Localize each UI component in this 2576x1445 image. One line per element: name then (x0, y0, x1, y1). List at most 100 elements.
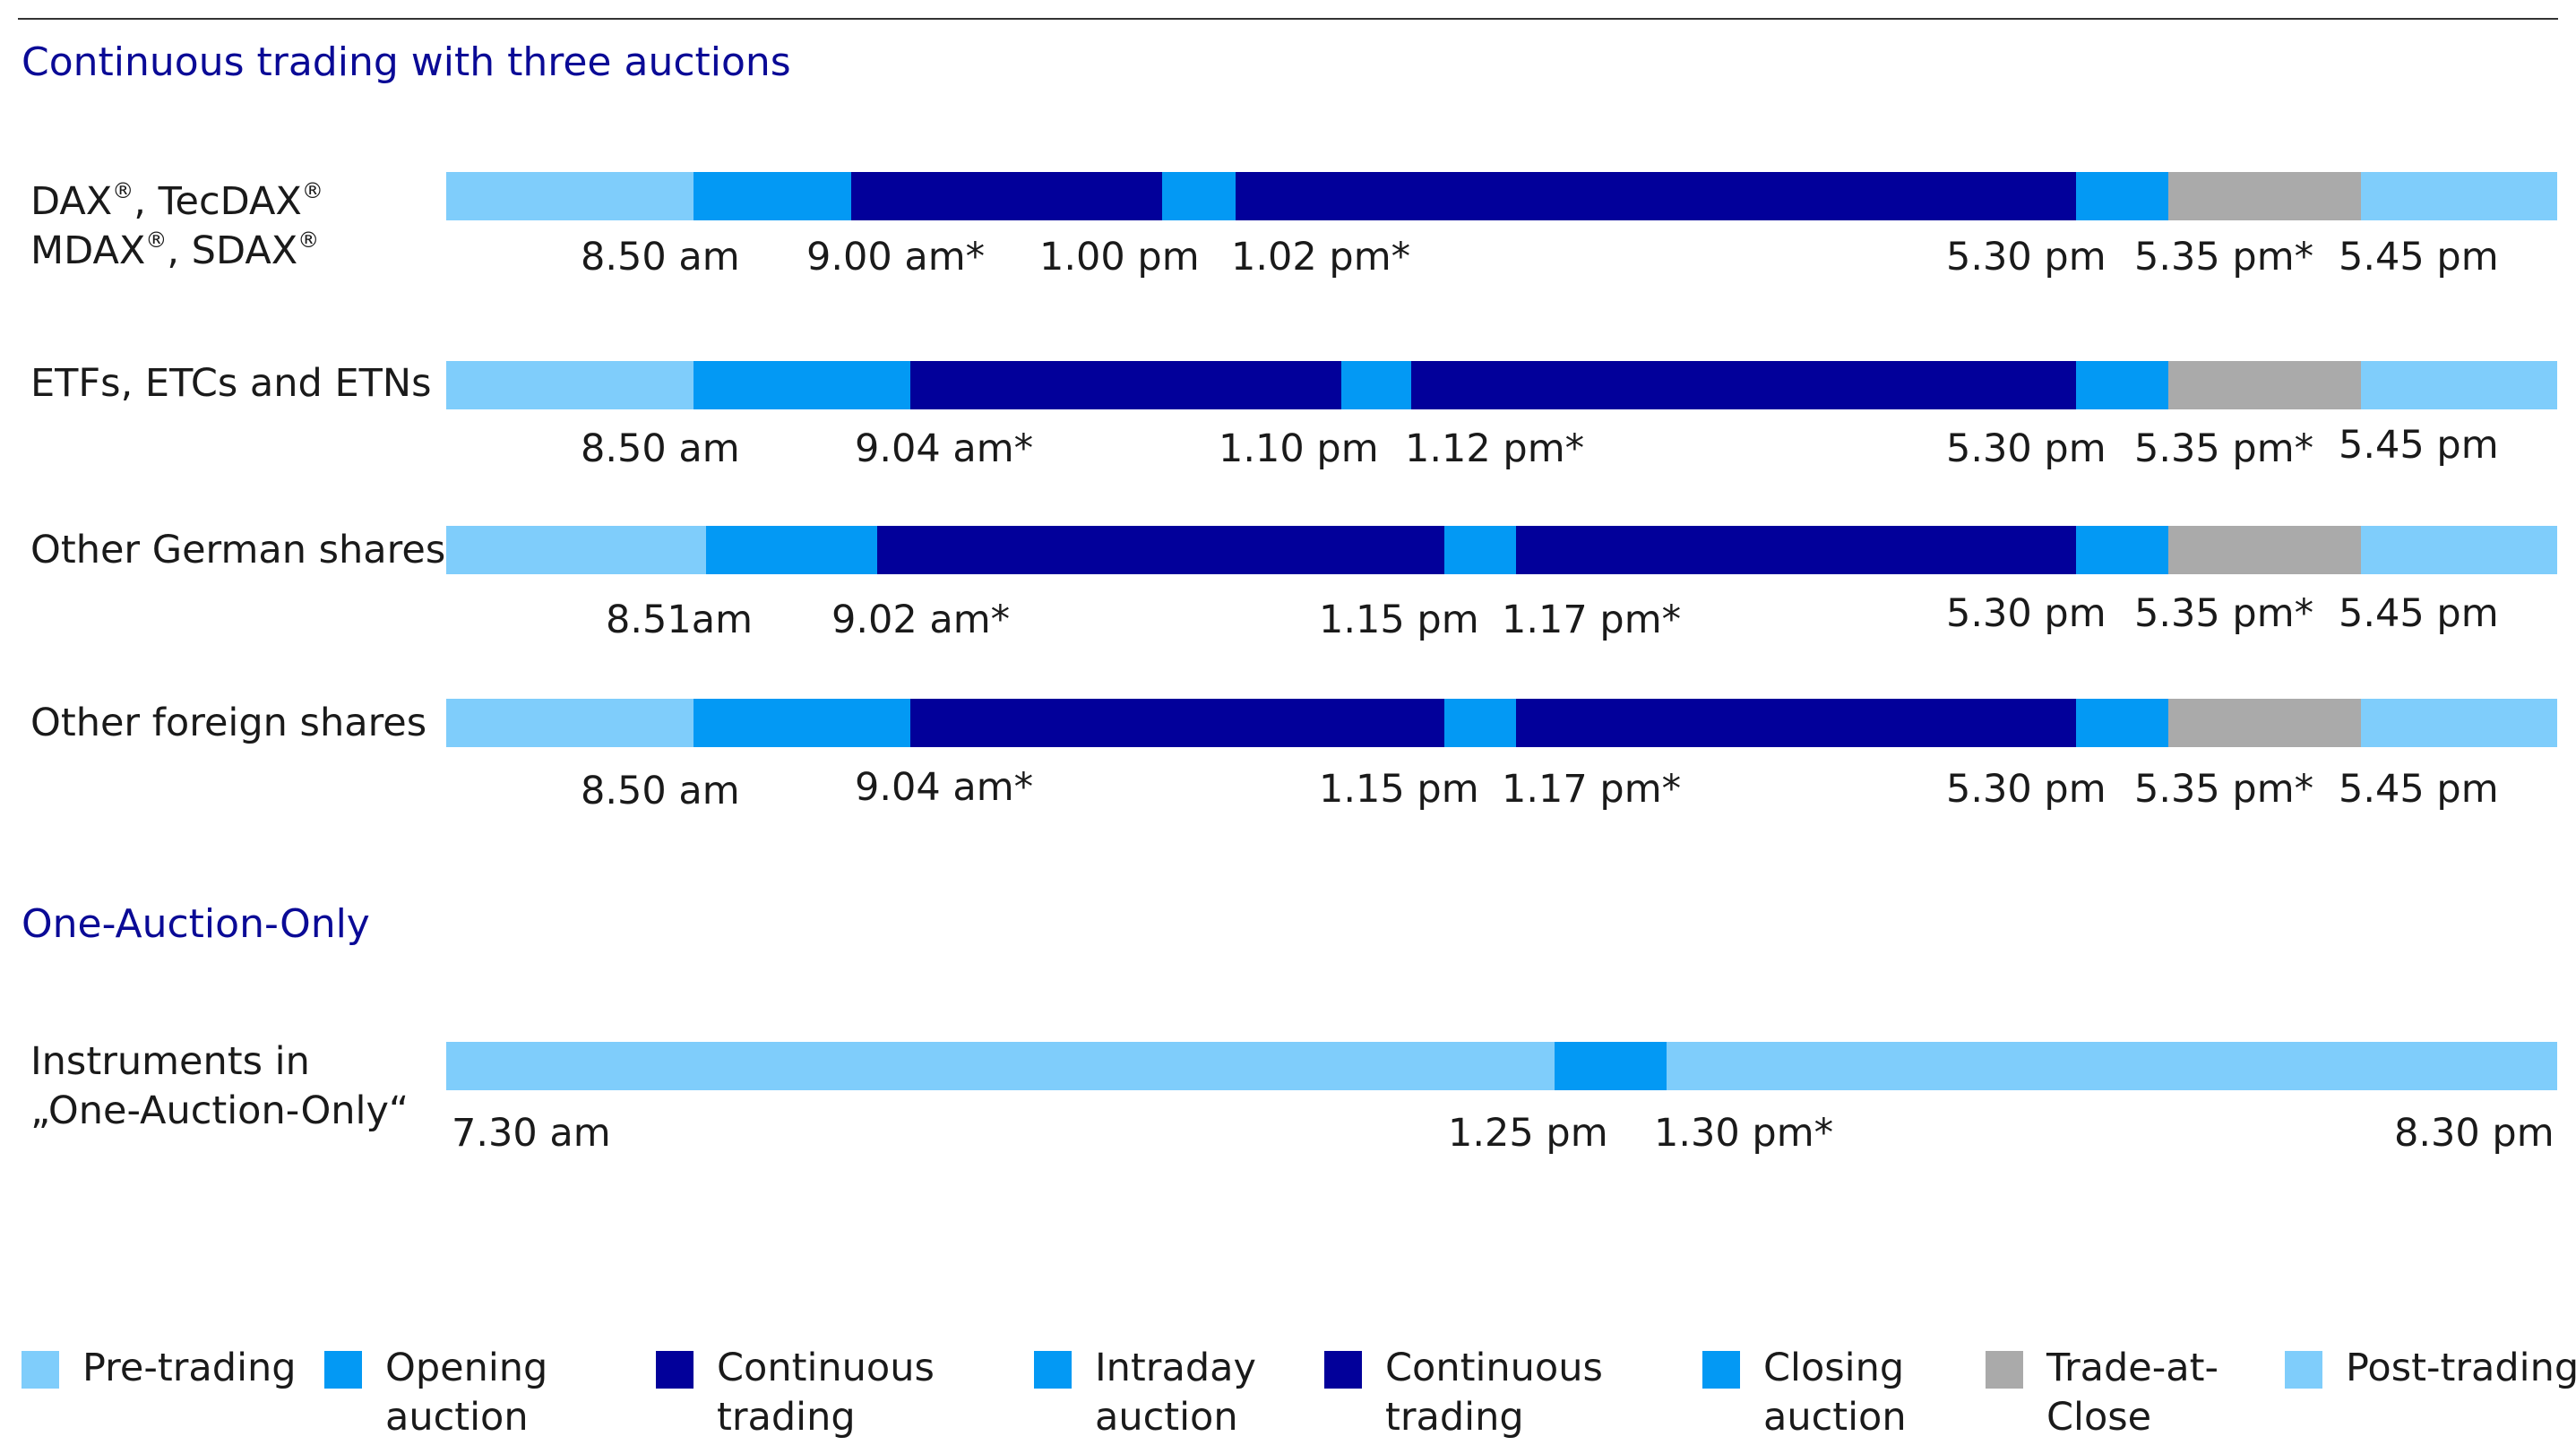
time-label: 9.00 am* (806, 235, 986, 280)
time-label: 8.51am (606, 598, 753, 642)
segment-post-trading (2360, 361, 2557, 409)
time-label: 1.00 pm (1039, 235, 1200, 280)
segment-continuous-trading (1516, 526, 2076, 574)
timeline-bar-dax (446, 172, 2557, 220)
top-rule (18, 18, 2558, 20)
time-label: 5.30 pm (1946, 426, 2106, 471)
time-label: 1.10 pm (1219, 426, 1379, 471)
row-label-line: Instruments in (30, 1039, 310, 1084)
segment-closing-auction (2075, 526, 2169, 574)
segment-opening-auction (693, 172, 852, 220)
time-label: 8.50 am (581, 235, 740, 280)
legend: Pre-trading Opening auction Continuous tra… (0, 1344, 2576, 1442)
time-label: 1.17 pm* (1502, 767, 1682, 812)
time-label: 5.45 pm (2339, 235, 2499, 280)
segment-closing-auction (2075, 361, 2169, 409)
legend-text: Continuous trading (1385, 1346, 1603, 1440)
time-label: 5.45 pm (2339, 591, 2499, 636)
segment-continuous-trading (910, 361, 1341, 409)
legend-swatch (22, 1351, 59, 1389)
legend-text: Closing auction (1763, 1346, 1907, 1440)
segment-intraday-auction (1161, 172, 1236, 220)
segment-trade-at-close (2168, 699, 2361, 747)
row-label-other-foreign: Other foreign shares (30, 699, 426, 748)
legend-text: Opening auction (385, 1346, 548, 1440)
timeline-bar-other-german (446, 526, 2557, 574)
time-label: 5.45 pm (2339, 423, 2499, 468)
legend-swatch (1324, 1351, 1362, 1389)
timeline-bar-one-auction-only (446, 1042, 2557, 1090)
time-label: 5.35 pm* (2134, 767, 2314, 812)
legend-text: Continuous trading (717, 1346, 935, 1440)
segment-pre-trading (446, 526, 706, 574)
segment-trade-at-close (2168, 526, 2361, 574)
timeline-bar-other-foreign (446, 699, 2557, 747)
segment-continuous-trading (851, 172, 1162, 220)
time-label: 1.12 pm* (1405, 426, 1585, 471)
row-label-other-german: Other German shares (30, 526, 445, 575)
segment-intraday-auction (1554, 1042, 1667, 1090)
time-label: 5.30 pm (1946, 767, 2106, 812)
segment-post-trading (2360, 699, 2557, 747)
segment-pre-trading (446, 699, 694, 747)
legend-swatch (1034, 1351, 1072, 1389)
time-label: 5.35 pm* (2134, 426, 2314, 471)
time-label: 1.30 pm* (1654, 1111, 1834, 1156)
segment-opening-auction (705, 526, 877, 574)
segment-pre-trading (446, 361, 694, 409)
time-label: 9.04 am* (855, 765, 1034, 810)
time-label: 9.02 am* (831, 598, 1011, 642)
time-label: 1.15 pm (1319, 767, 1479, 812)
timeline-bar-etfs (446, 361, 2557, 409)
legend-text: Trade-at- Close (2046, 1346, 2218, 1440)
time-label: 5.45 pm (2339, 767, 2499, 812)
segment-closing-auction (2075, 699, 2169, 747)
legend-swatch (1702, 1351, 1740, 1389)
segment-post-trading (2360, 526, 2557, 574)
segment-post-trading (2360, 172, 2557, 220)
segment-closing-auction (2075, 172, 2169, 220)
legend-swatch (1986, 1351, 2023, 1389)
row-label-dax: DAX®, TecDAX® MDAX®, SDAX® (30, 177, 323, 276)
segment-continuous-trading (910, 699, 1445, 747)
legend-text: Intraday auction (1095, 1346, 1256, 1440)
segment-intraday-auction (1444, 699, 1517, 747)
row-label-line: „One-Auction-Only“ (30, 1088, 409, 1133)
time-label: 1.02 pm* (1231, 235, 1411, 280)
segment-trade-at-close (2168, 172, 2361, 220)
legend-swatch (324, 1351, 362, 1389)
time-label: 1.17 pm* (1502, 598, 1682, 642)
time-label: 9.04 am* (855, 426, 1034, 471)
time-label: 7.30 am (452, 1111, 611, 1156)
time-label: 5.30 pm (1946, 591, 2106, 636)
time-label: 8.30 pm (2394, 1111, 2554, 1156)
time-label: 8.50 am (581, 769, 740, 813)
segment-continuous-trading (1236, 172, 2076, 220)
time-label: 1.25 pm (1448, 1111, 1608, 1156)
legend-swatch (656, 1351, 694, 1389)
legend-text: Pre-trading (82, 1346, 297, 1390)
row-label-line: Other foreign shares (30, 701, 427, 745)
legend-swatch (2285, 1351, 2322, 1389)
row-label-line: Other German shares (30, 528, 446, 572)
segment-trade-at-close (2168, 361, 2361, 409)
time-label: 5.35 pm* (2134, 235, 2314, 280)
segment-continuous-trading (1516, 699, 2076, 747)
segment-pre-trading (446, 172, 694, 220)
segment-continuous-trading (1410, 361, 2076, 409)
legend-text: Post-trading (2346, 1346, 2576, 1390)
time-label: 5.35 pm* (2134, 591, 2314, 636)
row-label-line: DAX®, TecDAX® (30, 178, 323, 224)
segment-intraday-auction (1444, 526, 1517, 574)
row-label-etfs: ETFs, ETCs and ETNs (30, 359, 432, 409)
row-label-one-auction-only: Instruments in „One-Auction-Only“ (30, 1037, 409, 1136)
segment-intraday-auction (1340, 361, 1411, 409)
time-label: 8.50 am (581, 426, 740, 471)
segment-continuous-trading (876, 526, 1445, 574)
row-label-line: MDAX®, SDAX® (30, 228, 320, 273)
row-label-line: ETFs, ETCs and ETNs (30, 361, 432, 406)
segment-opening-auction (693, 699, 911, 747)
segment-pre-trading (446, 1042, 1555, 1090)
time-label: 1.15 pm (1319, 598, 1479, 642)
section-title-one-auction-only: One-Auction-Only (22, 901, 370, 947)
